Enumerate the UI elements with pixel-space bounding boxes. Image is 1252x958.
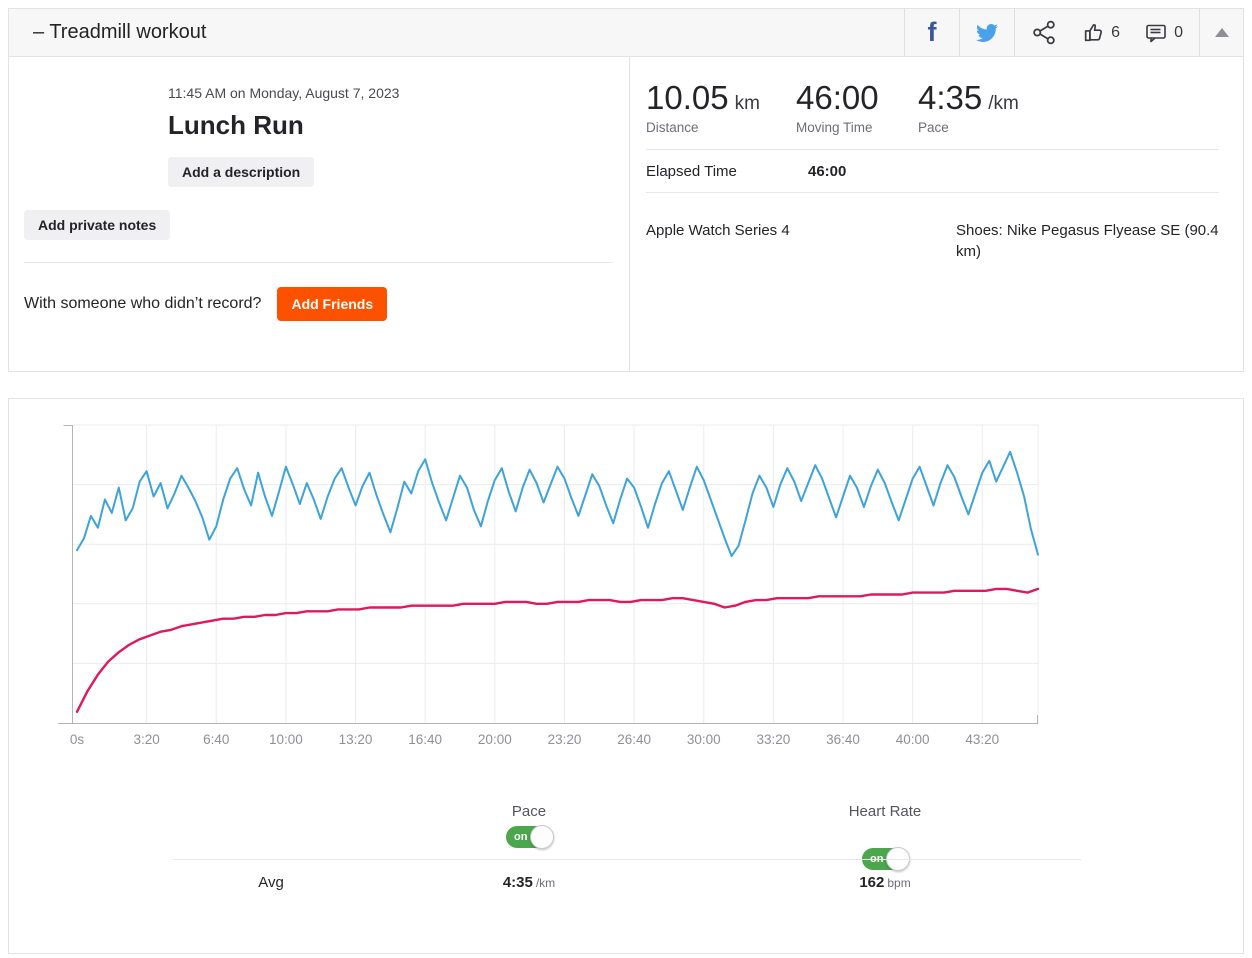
svg-text:10:00: 10:00 [269, 732, 303, 747]
device-name: Apple Watch Series 4 [646, 222, 790, 239]
friends-prompt: With someone who didn’t record? [24, 295, 262, 312]
legend-divider [173, 859, 1081, 860]
elapsed-time-value: 46:00 [808, 162, 847, 180]
svg-text:40:00: 40:00 [896, 732, 930, 747]
svg-text:43:20: 43:20 [965, 732, 999, 747]
shoes-name[interactable]: Shoes: Nike Pegasus Flyease SE (90.4 km) [956, 222, 1219, 260]
svg-text:20:00: 20:00 [478, 732, 512, 747]
svg-text:13:20: 13:20 [339, 732, 373, 747]
pace-toggle-knob [530, 825, 554, 849]
svg-text:30:00: 30:00 [687, 732, 721, 747]
stat-pace: 4:35 /km Pace [918, 79, 1219, 135]
distance-unit: km [734, 93, 760, 114]
twitter-share-button[interactable] [959, 9, 1014, 56]
elapsed-time-label: Elapsed Time [646, 162, 737, 180]
stats-divider [646, 149, 1219, 150]
avg-hr-unit: bpm [887, 876, 911, 890]
pace-value: 4:35 [918, 79, 983, 116]
distance-value: 10.05 [646, 79, 729, 116]
distance-label: Distance [646, 120, 699, 135]
collapse-button[interactable] [1199, 9, 1243, 56]
activity-title: Lunch Run [168, 110, 304, 140]
kudos-button[interactable]: 6 [1082, 21, 1120, 44]
svg-text:23:20: 23:20 [548, 732, 582, 747]
share-button[interactable] [1031, 19, 1058, 46]
avg-pace: 4:35/km [503, 874, 555, 891]
svg-text:3:20: 3:20 [133, 732, 159, 747]
moving-time-label: Moving Time [796, 120, 873, 135]
stats-divider-2 [646, 192, 1219, 193]
activity-stats: 10.05 km Distance 46:00 Moving Time 4:35… [629, 57, 1243, 371]
top-bar: – Treadmill workout f [8, 8, 1244, 57]
avg-pace-value: 4:35 [502, 874, 533, 891]
heart-rate-legend-label: Heart Rate [848, 803, 922, 820]
facebook-icon: f [927, 17, 937, 47]
stat-distance: 10.05 km Distance [646, 79, 796, 135]
add-private-notes-button[interactable]: Add private notes [24, 210, 171, 240]
svg-text:33:20: 33:20 [756, 732, 790, 747]
activity-overview: 11:45 AM on Monday, August 7, 2023 Lunch… [9, 57, 629, 371]
avg-heart-rate: 162 bpm [859, 874, 910, 891]
svg-text:0s: 0s [70, 732, 85, 747]
svg-text:6:40: 6:40 [203, 732, 229, 747]
svg-text:16:40: 16:40 [408, 732, 442, 747]
pace-label: Pace [918, 120, 949, 135]
top-bar-actions: f [904, 9, 1243, 56]
activity-chart[interactable]: 0s 3:20 6:40 10:00 13:20 16:40 20:00 23:20 26:40… [48, 422, 1048, 754]
avg-label: Avg [258, 874, 284, 891]
overview-divider [24, 262, 613, 263]
comments-button[interactable]: 0 [1144, 21, 1183, 44]
social-actions: 6 0 [1014, 9, 1199, 56]
pace-toggle[interactable]: on [506, 825, 554, 849]
page-title: – Treadmill workout [33, 21, 207, 43]
add-description-button[interactable]: Add a description [168, 157, 315, 187]
thumbs-up-icon [1084, 24, 1103, 42]
collapse-arrow-icon [1214, 28, 1229, 37]
comment-count: 0 [1174, 23, 1183, 41]
comment-icon [1146, 24, 1166, 43]
pace-toggle-on-label: on [514, 831, 528, 843]
stat-moving-time: 46:00 Moving Time [796, 79, 918, 135]
analysis-chart-panel: 0s 3:20 6:40 10:00 13:20 16:40 20:00 23:20 26:40… [8, 398, 1244, 954]
share-icon [1033, 20, 1055, 45]
svg-text:36:40: 36:40 [826, 732, 860, 747]
moving-time-value: 46:00 [796, 79, 879, 116]
pace-legend-label: Pace [511, 803, 547, 820]
kudos-count: 6 [1111, 23, 1120, 41]
activity-date: 11:45 AM on Monday, August 7, 2023 [168, 85, 400, 101]
svg-text:26:40: 26:40 [617, 732, 651, 747]
avg-pace-unit: /km [535, 876, 556, 890]
facebook-share-button[interactable]: f [904, 9, 959, 56]
twitter-icon [976, 23, 999, 42]
add-friends-button[interactable]: Add Friends [277, 287, 388, 321]
pace-unit: /km [988, 93, 1019, 114]
activity-summary-panel: 11:45 AM on Monday, August 7, 2023 Lunch… [8, 57, 1244, 372]
avg-hr-value: 162 [859, 874, 885, 891]
